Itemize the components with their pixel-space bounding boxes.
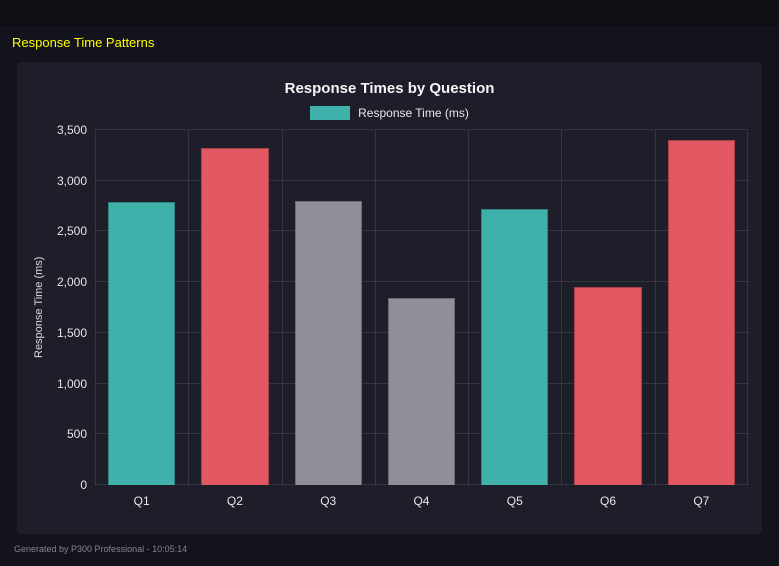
bar-q7[interactable] (667, 140, 735, 485)
v-gridline (468, 130, 470, 485)
legend-swatch (310, 106, 351, 120)
x-tick-label: Q2 (226, 494, 243, 508)
v-gridline (561, 130, 563, 485)
x-axis-labels: Q1 Q2 Q3 Q4 Q5 Q6 Q7 (95, 494, 748, 508)
x-tick-label: Q5 (506, 494, 523, 508)
bar-column (188, 130, 281, 485)
bar-column (282, 130, 375, 485)
h-gridline (95, 129, 748, 130)
footer-text: Generated by P300 Professional - 10:05:1… (14, 544, 188, 554)
h-gridline (95, 281, 748, 283)
bar-column (375, 130, 468, 485)
x-tick-label: Q4 (413, 494, 430, 508)
bar-q2[interactable] (201, 148, 269, 485)
bar-column (95, 130, 188, 485)
y-tick-label: 3,000 (56, 173, 87, 188)
bar-column (655, 130, 748, 485)
y-tick-label: 3,500 (56, 123, 87, 137)
y-tick-label: 0 (80, 478, 87, 492)
chart-legend-item[interactable]: Response Time (ms) (29, 106, 750, 120)
v-gridline (374, 130, 376, 485)
y-tick-label: 1,500 (56, 325, 87, 340)
v-gridline (747, 130, 748, 485)
bar-column (561, 130, 654, 485)
window-top-bar (0, 0, 779, 26)
bar-layer (95, 130, 748, 485)
v-gridline (95, 130, 96, 485)
h-gridline (95, 230, 748, 232)
x-tick-label: Q7 (693, 494, 710, 508)
x-tick-label: Q1 (133, 494, 150, 508)
bar-q5[interactable] (481, 209, 549, 485)
h-gridline (95, 179, 748, 181)
y-tick-label: 2,000 (56, 275, 87, 290)
chart-panel: Response Times by Question Response Time… (17, 62, 762, 534)
y-tick-label: 1,000 (56, 376, 87, 391)
x-tick-label: Q6 (600, 494, 617, 508)
y-axis-title: Response Time (ms) (33, 256, 45, 359)
v-gridline (654, 130, 656, 485)
bar-q6[interactable] (574, 287, 642, 485)
bar-q4[interactable] (387, 298, 456, 485)
bar-column (468, 130, 561, 485)
v-gridline (188, 130, 190, 485)
bar-q3[interactable] (294, 201, 362, 485)
y-tick-label: 500 (66, 427, 87, 442)
y-tick-label: 2,500 (56, 224, 87, 239)
bar-q1[interactable] (108, 202, 176, 485)
chart-body: Response Time (ms) 0 500 1,000 1,500 2,000 2,… (29, 123, 750, 492)
x-tick-label: Q3 (320, 494, 337, 508)
chart-title: Response Times by Question (284, 80, 495, 97)
page-title: Response Time Patterns (12, 35, 155, 50)
v-gridline (281, 130, 283, 485)
legend-label: Response Time (ms) (358, 106, 469, 120)
plot-area (95, 129, 748, 485)
y-axis-ticks: 0 500 1,000 1,500 2,000 2,500 3,000 3,500 (49, 123, 95, 492)
